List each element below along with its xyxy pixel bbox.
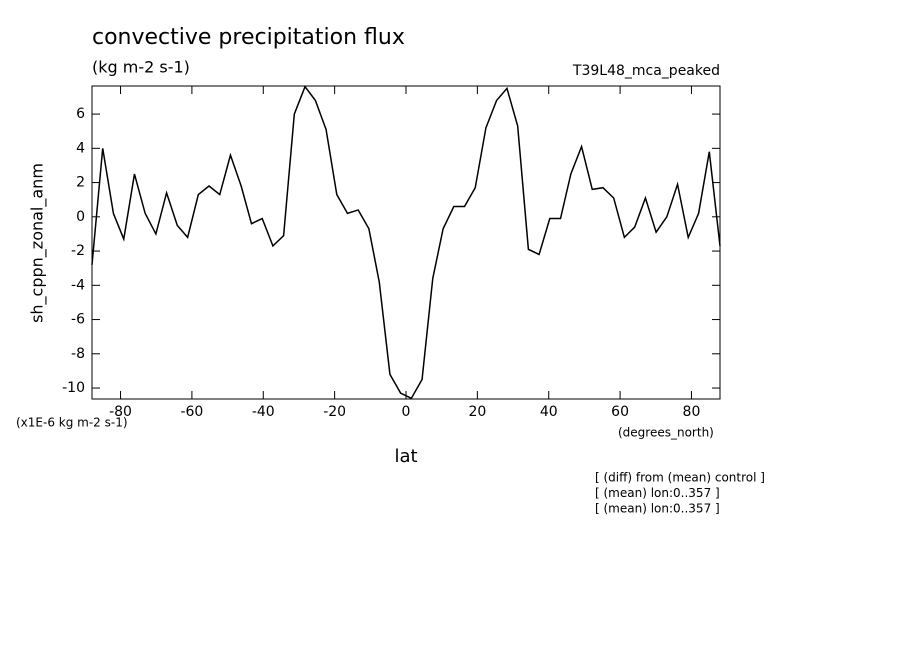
y-tick-label: 2 (76, 175, 85, 191)
y-tick-label: -10 (62, 380, 85, 396)
note: [ (diff) from (mean) control ] (595, 471, 765, 485)
data-line (91, 85, 721, 400)
x-tick-label: 0 (402, 404, 411, 420)
x-tick-label: 40 (540, 404, 558, 420)
y-tick-label: 6 (76, 106, 85, 122)
y-tick-label: -2 (71, 243, 85, 259)
y-tick-label: -6 (71, 312, 85, 328)
dataset-label: T39L48_mca_peaked (572, 63, 720, 79)
y-tick-label: -4 (71, 277, 85, 293)
plot-frame (91, 85, 721, 400)
chart-subtitle: (kg m-2 s-1) (92, 58, 190, 77)
y-tick-label: -8 (71, 346, 85, 362)
x-tick-label: -80 (109, 404, 132, 420)
y-tick-label: 4 (76, 140, 85, 156)
x-tick-label: 20 (468, 404, 486, 420)
y-units: (x1E-6 kg m-2 s-1) (16, 416, 128, 430)
note: [ (mean) lon:0..357 ] (595, 502, 720, 516)
chart-title: convective precipitation flux (92, 25, 405, 50)
x-tick-label: -20 (323, 404, 346, 420)
note: [ (mean) lon:0..357 ] (595, 486, 720, 500)
x-axis-label: lat (394, 446, 417, 467)
x-tick-label: -60 (180, 404, 203, 420)
x-tick-label: 80 (683, 404, 701, 420)
x-tick-label: -40 (252, 404, 275, 420)
y-axis-label: sh_cppn_zonal_anm (28, 163, 48, 323)
x-tick-label: 60 (611, 404, 629, 420)
x-units: (degrees_north) (618, 426, 714, 440)
y-tick-label: 0 (76, 209, 85, 225)
